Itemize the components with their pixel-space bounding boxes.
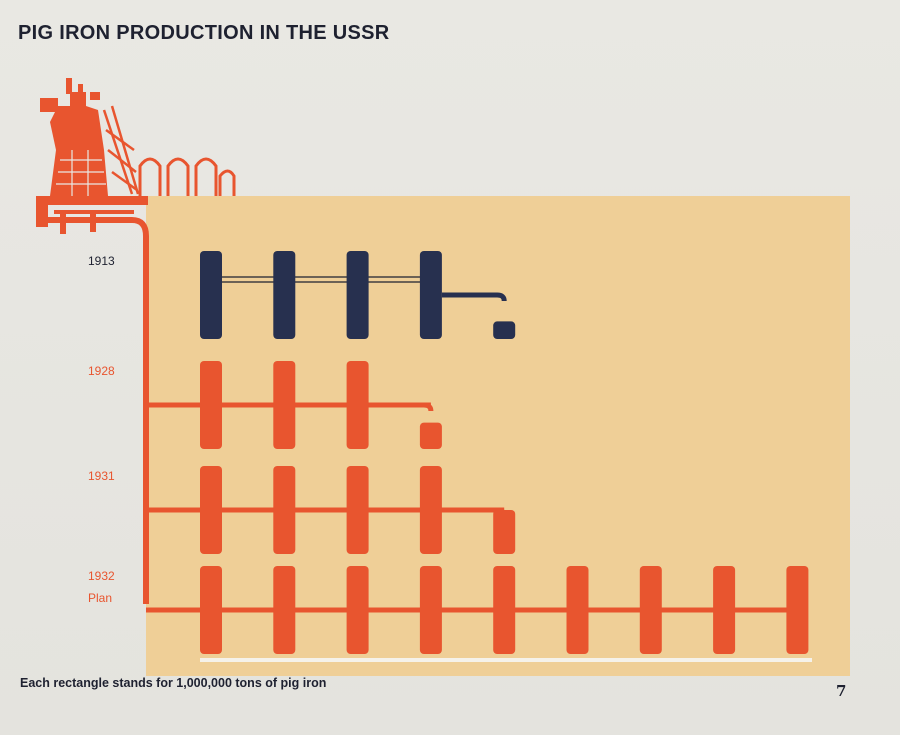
partial-rectangle [493, 510, 516, 554]
unit-rectangle [713, 566, 736, 654]
partial-rectangle [493, 321, 516, 339]
unit-rectangle [346, 466, 369, 554]
unit-rectangle [639, 566, 662, 654]
category-label: 1932 [88, 569, 115, 583]
unit-footnote: Each rectangle stands for 1,000,000 tons… [20, 676, 327, 690]
unit-rectangle [200, 251, 222, 339]
unit-rectangle [419, 566, 442, 654]
row-1928: 1928 [88, 361, 442, 449]
page-number: 7 [836, 682, 847, 700]
unit-rectangle [566, 566, 589, 654]
row-1931: 1931 [88, 466, 516, 554]
category-sublabel: Plan [88, 591, 112, 605]
partial-rectangle [419, 422, 442, 449]
unit-rectangle [200, 566, 222, 654]
unit-rectangle [346, 566, 369, 654]
unit-rectangle [346, 251, 369, 339]
unit-rectangle [273, 566, 296, 654]
unit-rectangle [493, 566, 516, 654]
unit-rectangle [346, 361, 369, 449]
unit-rectangle [419, 251, 442, 339]
unit-rectangle [273, 466, 296, 554]
unit-rectangle [273, 251, 296, 339]
row-1913: 1913 [88, 251, 516, 339]
partial-elbow [441, 292, 507, 302]
blast-furnace-icon [36, 78, 236, 604]
category-label: 1931 [88, 469, 115, 483]
baseline-bar [200, 658, 812, 662]
unit-rectangle [419, 466, 442, 554]
unit-rectangle [273, 361, 296, 449]
unit-rectangle [786, 566, 809, 654]
partial-elbow [368, 402, 434, 412]
category-label: 1913 [88, 254, 115, 268]
category-label: 1928 [88, 364, 115, 378]
unit-rectangle [200, 361, 222, 449]
chart-title: PIG IRON PRODUCTION IN THE USSR [18, 22, 390, 44]
unit-rectangle [200, 466, 222, 554]
row-1932: 1932 Plan [88, 566, 809, 654]
